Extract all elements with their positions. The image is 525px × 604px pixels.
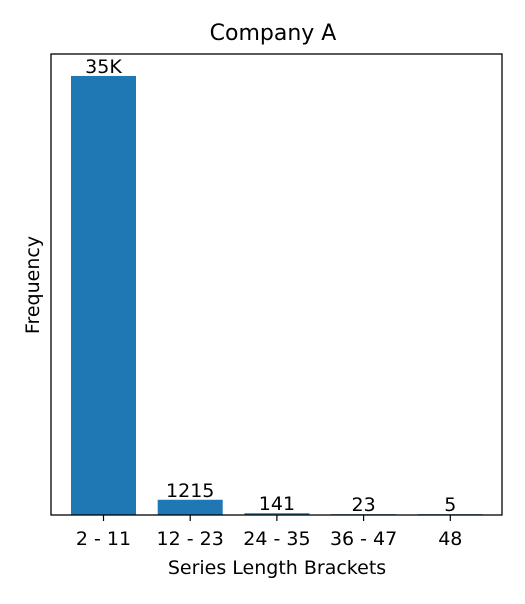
x-tick-label-2: 24 - 35 xyxy=(243,528,310,550)
data-label-2: 141 xyxy=(259,493,295,515)
x-tick-label-3: 36 - 47 xyxy=(330,528,397,550)
data-labels-group: 35K 1215 141 23 5 xyxy=(85,56,456,516)
x-tick-label-0: 2 - 11 xyxy=(76,528,131,550)
y-axis-label: Frequency xyxy=(22,236,44,334)
data-label-0: 35K xyxy=(85,56,122,78)
bar-0 xyxy=(71,75,136,515)
x-tick-label-1: 12 - 23 xyxy=(157,528,224,550)
bars-group xyxy=(71,75,483,515)
data-label-4: 5 xyxy=(444,494,456,516)
chart-title: Company A xyxy=(210,21,337,46)
x-ticks-group: 2 - 11 12 - 23 24 - 35 36 - 47 48 xyxy=(76,515,462,550)
bar-2 xyxy=(244,513,310,515)
plot-frame xyxy=(50,53,503,516)
data-label-1: 1215 xyxy=(166,480,214,502)
x-tick-label-4: 48 xyxy=(438,528,462,550)
bar-1 xyxy=(157,499,223,515)
data-label-3: 23 xyxy=(352,494,376,516)
x-axis-label: Series Length Brackets xyxy=(168,557,386,579)
